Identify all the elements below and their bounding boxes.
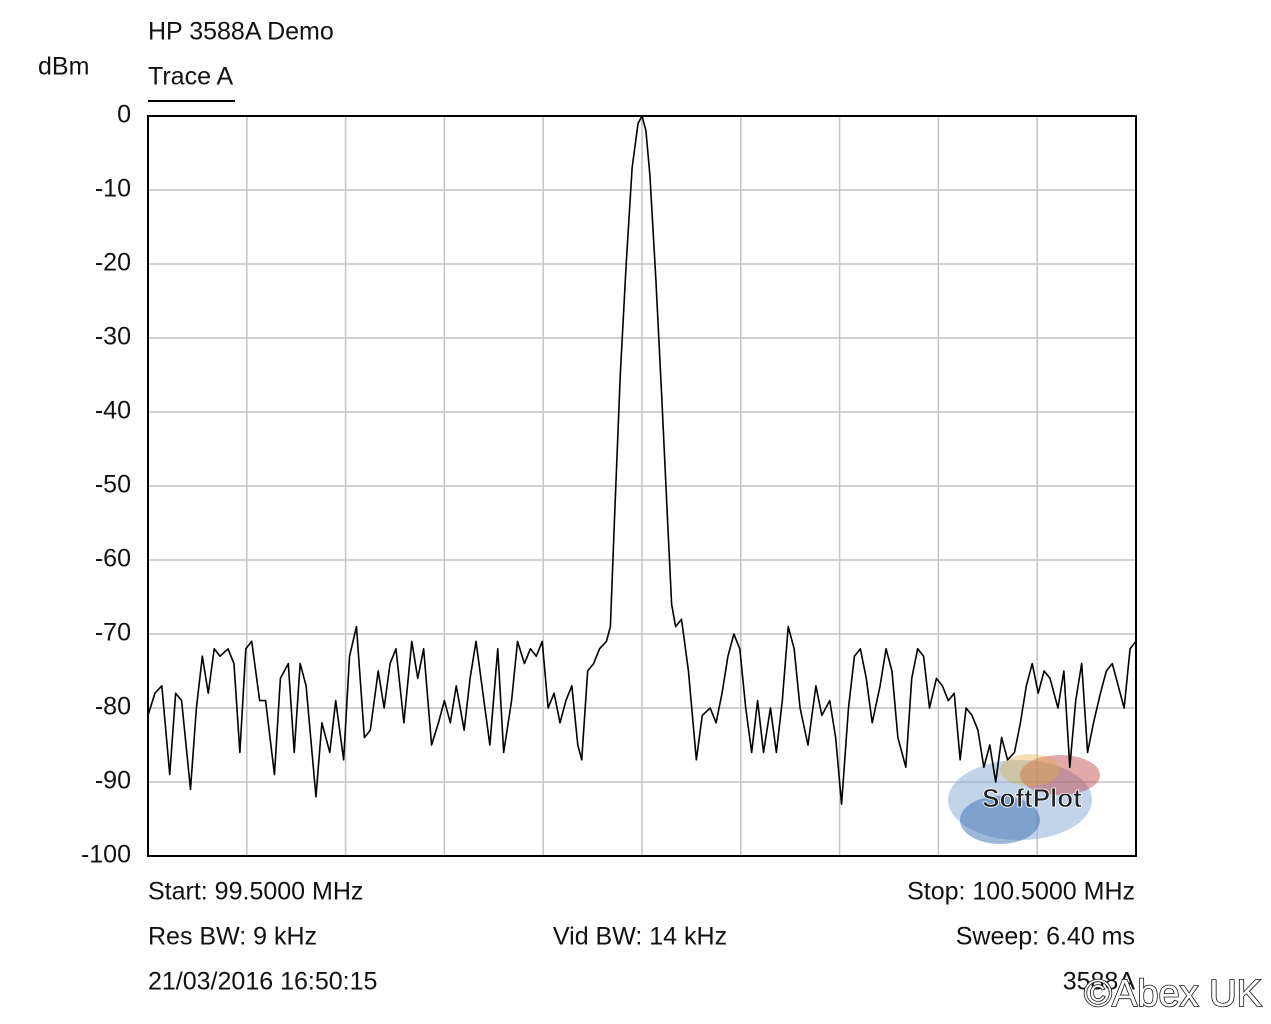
footer-text: Vid BW: 14 kHz [553,923,727,951]
logo-blob [1000,754,1060,786]
footer-text: Start: 99.5000 MHz [148,878,363,906]
y-tick-label: -20 [95,249,131,277]
footer-text: 21/03/2016 16:50:15 [148,968,377,996]
grid [147,115,1137,857]
y-tick-label: -10 [95,175,131,203]
softplot-logo: SoftPlot [948,754,1100,844]
footer-text: 3588A [1063,968,1136,996]
logo-blob [960,796,1040,844]
logo-blob [1020,755,1100,795]
y-axis-label: dBm [38,53,89,81]
y-tick-label: -50 [95,471,131,499]
logo-text: SoftPlot [982,783,1082,813]
y-tick-label: -80 [95,693,131,721]
legend-label: Trace A [148,63,234,91]
y-tick-label: -30 [95,323,131,351]
y-tick-label: -90 [95,767,131,795]
trace-line [147,115,1137,805]
footer-text: Stop: 100.5000 MHz [907,878,1135,906]
watermark: ©Abex UK [1084,973,1262,1015]
plot [147,115,1137,805]
y-tick-label: -100 [81,841,131,869]
footer-text: Res BW: 9 kHz [148,923,317,951]
y-tick-label: -60 [95,545,131,573]
y-tick-label: -70 [95,619,131,647]
footer-text: Sweep: 6.40 ms [956,923,1135,951]
chart-title: HP 3588A Demo [148,18,334,46]
y-tick-label: 0 [117,101,131,129]
plot-frame [147,115,1137,857]
y-tick-label: -40 [95,397,131,425]
